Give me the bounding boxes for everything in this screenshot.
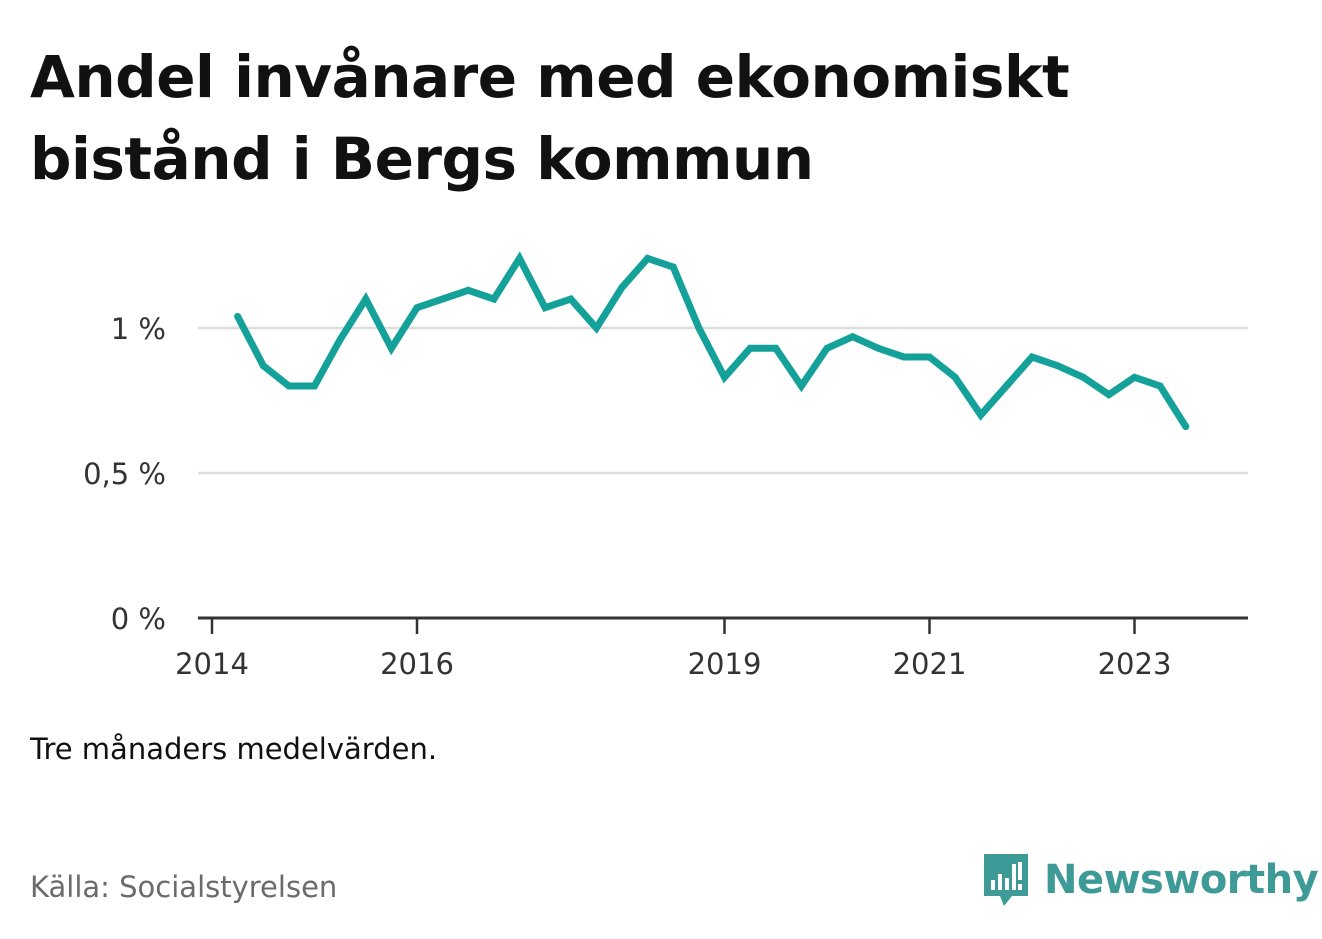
series-line — [234, 251, 1189, 429]
source-text: Källa: Socialstyrelsen — [30, 870, 338, 904]
data-point — [874, 344, 882, 352]
data-point — [1156, 382, 1164, 390]
data-point — [1131, 373, 1138, 381]
x-axis: 2014 2016 2019 2021 2023 — [175, 616, 1248, 681]
chart-note: Tre månaders medelvärden. — [30, 732, 438, 766]
y-tick-label: 1 % — [111, 312, 166, 346]
data-point — [541, 304, 549, 312]
data-point — [1182, 423, 1190, 431]
data-point — [336, 336, 344, 344]
data-point — [311, 382, 318, 390]
data-point — [516, 254, 523, 262]
data-point — [259, 362, 267, 370]
data-point — [772, 344, 780, 352]
brand-logo[interactable]: Newsworthy — [980, 848, 1319, 912]
series-layer — [234, 251, 1190, 431]
x-tick-label: 2014 — [175, 647, 249, 681]
data-point — [951, 373, 959, 381]
grid-lines — [198, 326, 1248, 475]
data-point — [567, 295, 575, 303]
data-point — [721, 373, 728, 381]
x-tick-label: 2019 — [688, 647, 762, 681]
data-point — [926, 353, 933, 361]
line-chart: 0 % 0,5 % 1 % 2014 2016 2019 2021 2023 — [83, 251, 1248, 681]
chart-title: Andel invånare med ekonomiskt bistånd i … — [30, 43, 1070, 193]
data-point — [849, 333, 857, 341]
data-point — [234, 312, 242, 320]
x-tick-label: 2021 — [893, 647, 967, 681]
data-point — [464, 286, 472, 294]
data-point — [490, 295, 498, 303]
data-point — [592, 324, 600, 332]
y-axis-ticks: 0 % 0,5 % 1 % — [83, 312, 166, 636]
data-point — [1028, 353, 1036, 361]
data-point — [387, 344, 395, 352]
x-tick-label: 2023 — [1098, 647, 1172, 681]
data-point — [618, 283, 626, 291]
data-point — [977, 411, 985, 419]
data-point — [797, 382, 805, 390]
data-point — [900, 353, 908, 361]
data-point — [669, 263, 677, 271]
data-point — [413, 304, 421, 312]
x-tick-label: 2016 — [380, 647, 454, 681]
data-point — [644, 254, 652, 262]
data-point — [1079, 373, 1087, 381]
data-point — [823, 344, 831, 352]
newsworthy-logo-icon — [984, 854, 1028, 906]
data-point — [1054, 362, 1062, 370]
data-point — [362, 295, 370, 303]
y-tick-label: 0 % — [111, 602, 166, 636]
y-tick-label: 0,5 % — [83, 457, 166, 491]
data-point — [439, 295, 447, 303]
brand-name: Newsworthy — [1044, 857, 1319, 903]
data-point — [746, 344, 754, 352]
data-point — [695, 324, 703, 332]
data-point — [1002, 382, 1010, 390]
data-point — [285, 382, 293, 390]
data-point — [1105, 391, 1113, 399]
